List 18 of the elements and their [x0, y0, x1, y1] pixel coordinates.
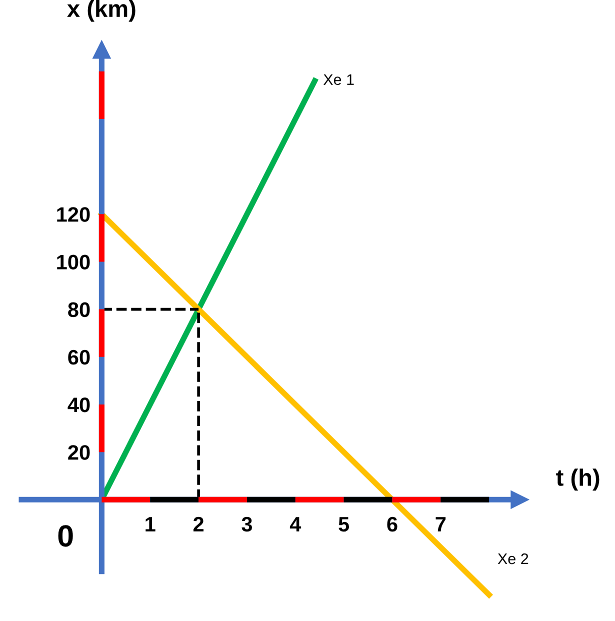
x-tick-label: 1 [146, 517, 156, 532]
y-axis-title: x (km) [67, 0, 136, 22]
x-tick-label: 2 [193, 516, 204, 532]
y-tick-label: 100 [57, 254, 90, 270]
series-label: Xe 1 [323, 74, 354, 85]
x-tick-label: 4 [290, 517, 302, 532]
series-label: Xe 2 [498, 553, 528, 564]
x-tick-label: 5 [338, 517, 350, 532]
y-tick-label: 120 [57, 207, 90, 222]
y-tick-label: 40 [68, 397, 90, 412]
y-tick-label: 20 [68, 445, 90, 460]
y-tick-label: 80 [68, 302, 90, 318]
x-tick-label: 3 [242, 516, 252, 532]
annotation: 0 [58, 525, 73, 547]
x-tick-label: 6 [387, 516, 398, 532]
y-tick-label: 60 [68, 350, 90, 365]
x-axis-title: t (h) [556, 468, 600, 491]
x-tick-label: 7 [436, 517, 446, 532]
